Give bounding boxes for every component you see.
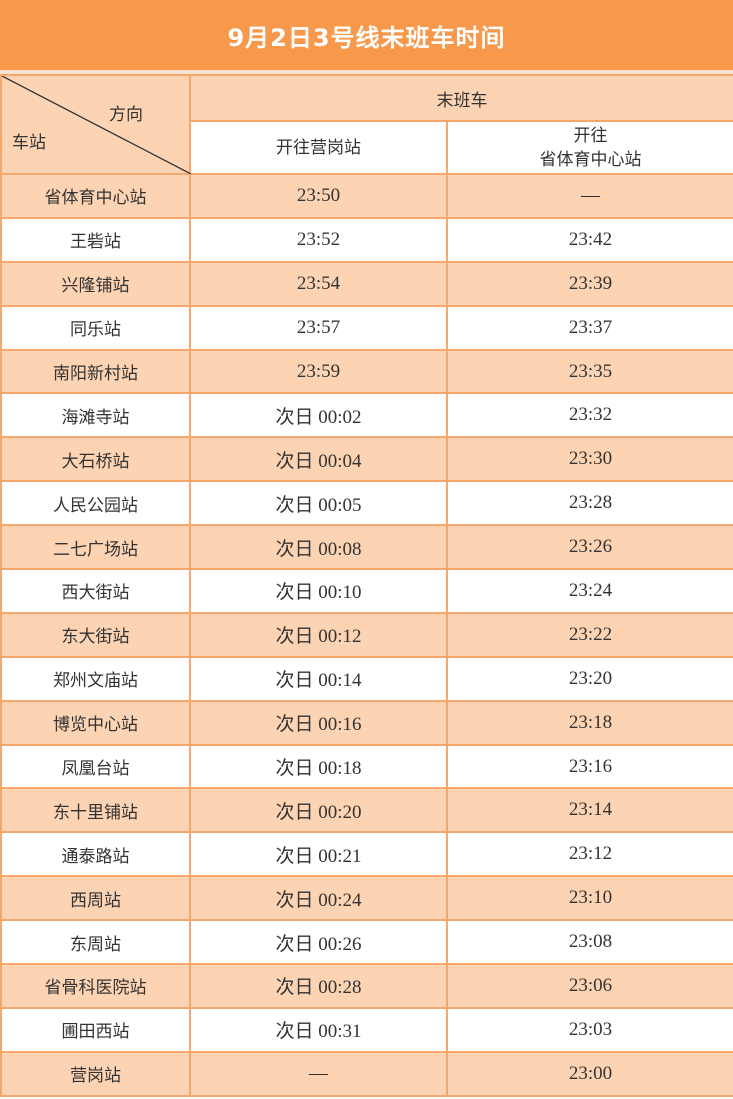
station-cell: 同乐站 <box>0 304 191 351</box>
to-sports-center-cell: 23:10 <box>446 875 733 922</box>
last-train-header: 末班车 <box>189 74 733 122</box>
to-sports-center-cell: 23:22 <box>446 611 733 658</box>
station-cell: 郑州文庙站 <box>0 655 191 702</box>
to-yinggang-cell: 次日 00:14 <box>189 655 448 702</box>
to-sports-center-cell: 23:32 <box>446 392 733 439</box>
to-yinggang-cell: 次日 00:24 <box>189 875 448 922</box>
to-yinggang-cell: 次日 00:02 <box>189 392 448 439</box>
station-cell: 凤凰台站 <box>0 743 191 790</box>
to-sports-center-cell: 23:24 <box>446 568 733 614</box>
to-sports-center-cell: 23:03 <box>446 1006 733 1053</box>
to-yinggang-cell: 次日 00:26 <box>189 919 448 966</box>
schedule-table: 方向 车站 末班车 开往营岗站 开往 省体育中心站 省体育中心站 23:50— 王砦站… <box>0 74 733 1097</box>
table-row: 东十里铺站 次日 00:20 23:14 <box>0 787 733 834</box>
to-sports-center-cell: 23:35 <box>446 348 733 395</box>
to-sports-center-cell: 23:18 <box>446 699 733 746</box>
table-row: 二七广场站 次日 00:08 23:26 <box>0 524 733 571</box>
to-yinggang-cell: — <box>189 1050 448 1097</box>
to-yinggang-cell: 次日 00:08 <box>189 524 448 571</box>
station-cell: 东大街站 <box>0 611 191 658</box>
table-row: 东周站 次日 00:26 23:08 <box>0 919 733 966</box>
table-row: 凤凰台站 次日 00:18 23:16 <box>0 743 733 790</box>
table-row: 大石桥站 次日 00:04 23:30 <box>0 436 733 483</box>
table-row: 郑州文庙站 次日 00:14 23:20 <box>0 655 733 702</box>
station-cell: 兴隆铺站 <box>0 260 191 307</box>
station-cell: 大石桥站 <box>0 436 191 483</box>
table-row: 省体育中心站 23:50— <box>0 173 733 219</box>
table-row: 通泰路站 次日 00:21 23:12 <box>0 831 733 878</box>
to-yinggang-cell: 23:59 <box>189 348 448 395</box>
to-sports-center-cell: 23:26 <box>446 524 733 571</box>
page-title: 9月2日3号线末班车时间 <box>0 0 733 74</box>
station-cell: 营岗站 <box>0 1050 191 1097</box>
to-yinggang-cell: 次日 00:31 <box>189 1006 448 1053</box>
table-row: 营岗站 —23:00 <box>0 1050 733 1097</box>
to-sports-center-cell: 23:00 <box>446 1050 733 1097</box>
to-yinggang-cell: 次日 00:05 <box>189 480 448 527</box>
table-row: 海滩寺站 次日 00:02 23:32 <box>0 392 733 439</box>
table-row: 南阳新村站 23:59 23:35 <box>0 348 733 395</box>
to-sports-center-cell: 23:39 <box>446 260 733 307</box>
station-cell: 王砦站 <box>0 216 191 263</box>
station-cell: 二七广场站 <box>0 524 191 571</box>
table-row: 省骨科医院站 次日 00:28 23:06 <box>0 963 733 1009</box>
to-yinggang-cell: 次日 00:28 <box>189 963 448 1009</box>
station-cell: 东周站 <box>0 919 191 966</box>
table-row: 人民公园站 次日 00:05 23:28 <box>0 480 733 527</box>
to-sports-center-cell: 23:30 <box>446 436 733 483</box>
table-row: 兴隆铺站 23:54 23:39 <box>0 260 733 307</box>
station-cell: 西大街站 <box>0 568 191 614</box>
direction-label: 方向 <box>109 105 143 125</box>
to-sports-center-cell: 23:37 <box>446 304 733 351</box>
to-yinggang-cell: 23:54 <box>189 260 448 307</box>
to-sports-center-cell: 23:08 <box>446 919 733 966</box>
table-row: 西周站 次日 00:24 23:10 <box>0 875 733 922</box>
to-yinggang-cell: 次日 00:20 <box>189 787 448 834</box>
station-cell: 博览中心站 <box>0 699 191 746</box>
to-sports-center-cell: — <box>446 173 733 219</box>
table-row: 王砦站 23:52 23:42 <box>0 216 733 263</box>
to-yinggang-cell: 次日 00:16 <box>189 699 448 746</box>
station-cell: 圃田西站 <box>0 1006 191 1053</box>
corner-header: 方向 车站 <box>0 74 191 175</box>
to-yinggang-cell: 次日 00:21 <box>189 831 448 878</box>
table-row: 东大街站 次日 00:12 23:22 <box>0 611 733 658</box>
diagonal-divider <box>2 76 191 174</box>
to-yinggang-cell: 次日 00:04 <box>189 436 448 483</box>
col-line1: 开往 <box>573 125 608 146</box>
station-cell: 省体育中心站 <box>0 173 191 219</box>
table-row: 圃田西站 次日 00:31 23:03 <box>0 1006 733 1053</box>
to-sports-center-cell: 23:16 <box>446 743 733 790</box>
to-sports-center-cell: 23:06 <box>446 963 733 1009</box>
col-to-yinggang: 开往营岗站 <box>189 120 448 175</box>
to-yinggang-cell: 次日 00:18 <box>189 743 448 790</box>
to-yinggang-cell: 23:57 <box>189 304 448 351</box>
col-to-sports-center: 开往 省体育中心站 <box>446 120 733 175</box>
to-sports-center-cell: 23:14 <box>446 787 733 834</box>
station-cell: 南阳新村站 <box>0 348 191 395</box>
to-sports-center-cell: 23:42 <box>446 216 733 263</box>
table-row: 博览中心站 次日 00:16 23:18 <box>0 699 733 746</box>
to-sports-center-cell: 23:20 <box>446 655 733 702</box>
to-sports-center-cell: 23:12 <box>446 831 733 878</box>
col-line2: 省体育中心站 <box>539 149 642 170</box>
station-cell: 海滩寺站 <box>0 392 191 439</box>
station-cell: 东十里铺站 <box>0 787 191 834</box>
station-cell: 省骨科医院站 <box>0 963 191 1009</box>
table-row: 西大街站 次日 00:10 23:24 <box>0 568 733 614</box>
station-cell: 人民公园站 <box>0 480 191 527</box>
table-row: 同乐站 23:57 23:37 <box>0 304 733 351</box>
to-sports-center-cell: 23:28 <box>446 480 733 527</box>
to-yinggang-cell: 23:50 <box>189 173 448 219</box>
station-cell: 通泰路站 <box>0 831 191 878</box>
station-label: 车站 <box>12 133 46 153</box>
station-cell: 西周站 <box>0 875 191 922</box>
to-yinggang-cell: 次日 00:10 <box>189 568 448 614</box>
to-yinggang-cell: 次日 00:12 <box>189 611 448 658</box>
to-yinggang-cell: 23:52 <box>189 216 448 263</box>
